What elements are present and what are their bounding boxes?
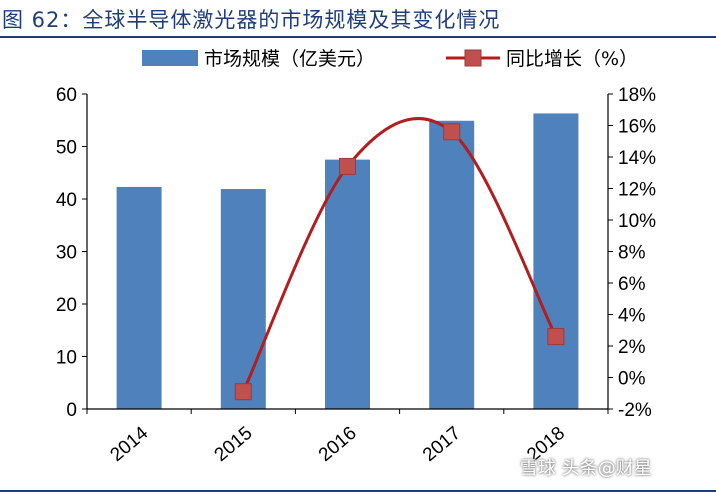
bar-2017 — [429, 120, 475, 410]
bar-2016 — [325, 159, 370, 409]
bar-2015 — [220, 189, 266, 409]
x-tick-label: 2014 — [106, 422, 152, 466]
left-tick-label: 30 — [56, 243, 77, 264]
right-tick-label: 14% — [618, 148, 656, 169]
growth-marker-2017 — [443, 123, 461, 141]
x-tick-label: 2017 — [419, 423, 465, 466]
right-tick-label: 16% — [618, 117, 656, 138]
left-tick-label: 20 — [56, 295, 77, 316]
legend-bar-label: 市场规模（亿美元） — [204, 48, 375, 70]
left-tick-label: 60 — [56, 85, 77, 106]
bar-2018 — [533, 113, 579, 410]
legend-line-label: 同比增长（%） — [506, 48, 638, 70]
legend-line-marker — [464, 49, 482, 67]
chart-title: 图 62：全球半导体激光器的市场规模及其变化情况 — [2, 8, 501, 32]
bar-2014 — [116, 186, 162, 409]
growth-marker-2018 — [547, 328, 565, 346]
left-tick-label: 50 — [56, 138, 77, 159]
right-tick-label: 4% — [618, 306, 646, 327]
right-tick-label: -2% — [618, 400, 652, 421]
growth-marker-2016 — [339, 157, 356, 175]
right-tick-label: 10% — [618, 211, 656, 232]
right-tick-label: 18% — [618, 85, 656, 106]
right-tick-label: 8% — [618, 243, 646, 264]
bottom-divider — [0, 490, 716, 492]
right-tick-label: 0% — [618, 369, 646, 390]
title-divider — [0, 36, 716, 38]
x-tick-label: 2015 — [211, 423, 257, 466]
growth-marker-2015 — [234, 383, 252, 401]
growth-line — [241, 117, 558, 393]
left-tick-label: 40 — [56, 190, 77, 211]
right-tick-label: 6% — [618, 274, 646, 295]
left-tick-label: 10 — [56, 348, 77, 369]
watermark: 雪球 头条@财星 — [520, 458, 652, 479]
legend-bar-swatch — [142, 50, 198, 66]
right-tick-label: 2% — [618, 337, 646, 358]
left-tick-label: 0 — [66, 400, 77, 421]
right-tick-label: 12% — [618, 180, 656, 201]
x-tick-label: 2016 — [315, 423, 361, 466]
